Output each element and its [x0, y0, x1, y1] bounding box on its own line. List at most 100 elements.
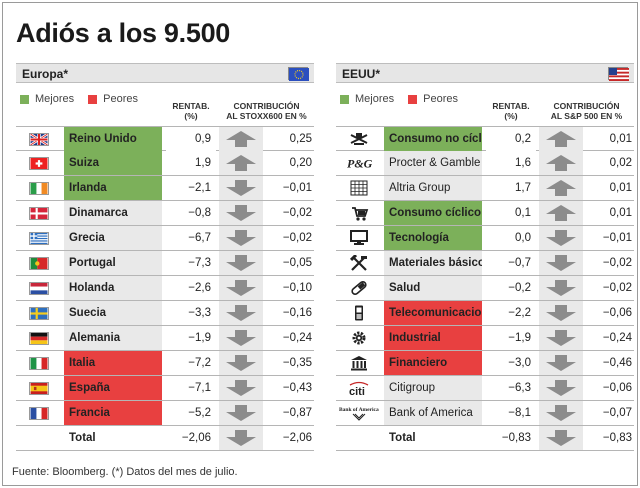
arrow-down-icon: [219, 251, 263, 275]
greece-flag-icon: [16, 226, 62, 250]
arrow-down-icon: [539, 426, 583, 450]
table-row: Irlanda −2,1 −0,01: [16, 176, 314, 201]
table-row: Bank of America Bank of America −8,1 −0,07: [336, 401, 634, 426]
column-header-line: CONTRIBUCIÓN: [233, 101, 300, 111]
panel-header: EEUU*: [336, 63, 634, 83]
mobile-phone-icon: [336, 301, 382, 325]
table-row: P&G Procter & Gamble 1,6 0,02: [336, 151, 634, 176]
row-name: Portugal: [64, 251, 162, 275]
contribution-value: −0,87: [282, 407, 312, 419]
table-row: Telecomunicaciones−2,2 −0,06: [336, 301, 634, 326]
arrow-up-icon: [539, 127, 583, 151]
table-row: Suiza 1,9 0,20: [16, 151, 314, 176]
arrow-down-icon: [539, 251, 583, 275]
table-row: Materiales básicos −0,7 −0,02: [336, 251, 634, 276]
portugal-flag-icon: [16, 251, 62, 275]
rentab-value: −2,2: [486, 301, 536, 325]
row-name: Altria Group: [384, 176, 482, 200]
column-header-contribution: CONTRIBUCIÓN AL S&P 500 EN %: [539, 101, 634, 121]
column-header-line: (%): [184, 111, 198, 121]
arrow-down-icon: [219, 376, 263, 400]
rentab-value: −8,1: [486, 401, 536, 425]
arrow-down-icon: [539, 301, 583, 325]
rentab-value: −7,3: [166, 251, 216, 275]
arrow-down-icon: [219, 351, 263, 375]
gear-icon: [336, 326, 382, 350]
altria-logo-icon: [336, 176, 382, 200]
total-row: Total −2,06 −2,06: [16, 426, 314, 451]
table-row: Grecia −6,7 −0,02: [16, 226, 314, 251]
arrow-up-icon: [219, 127, 263, 151]
tools-icon: [336, 251, 382, 275]
contribution-value: −0,02: [602, 282, 632, 294]
arrow-down-icon: [219, 326, 263, 350]
rentab-value: −0,2: [486, 276, 536, 300]
rentab-value: 0,9: [166, 127, 216, 151]
row-name: Reino Unido: [64, 127, 162, 151]
svg-text:citi: citi: [349, 386, 365, 396]
spain-flag-icon: [16, 376, 62, 400]
rentab-value: −6,3: [486, 376, 536, 400]
rentab-value: −1,9: [486, 326, 536, 350]
contribution-value: −0,06: [602, 307, 632, 319]
row-name: Financiero: [384, 351, 482, 375]
denmark-flag-icon: [16, 201, 62, 225]
arrow-down-icon: [539, 401, 583, 425]
total-row: Total −0,83 −0,83: [336, 426, 634, 451]
germany-flag-icon: [16, 326, 62, 350]
contribution-value: 0,01: [609, 133, 632, 145]
arrow-down-icon: [219, 401, 263, 425]
legend: Mejores Peores: [340, 93, 458, 105]
contribution-value: −0,24: [602, 332, 632, 344]
column-header-rentab: RENTAB. (%): [484, 101, 538, 121]
legend-label-good: Mejores: [355, 93, 395, 105]
panel-name: Europa*: [22, 67, 69, 81]
arrow-up-icon: [539, 201, 583, 225]
us-flag-icon: [608, 67, 629, 81]
table-row: Altria Group 1,7 0,01: [336, 176, 634, 201]
rentab-value: −0,83: [486, 426, 536, 450]
contribution-value: −0,06: [602, 382, 632, 394]
column-header-line: AL STOXX600 EN %: [226, 111, 307, 121]
row-name: Materiales básicos: [384, 251, 482, 275]
table-row: Suecia −3,3 −0,16: [16, 301, 314, 326]
legend-label-bad: Peores: [103, 93, 138, 105]
legend-swatch-bad: [408, 94, 418, 104]
contribution-value: −0,02: [282, 207, 312, 219]
svg-text:Bank of America: Bank of America: [339, 407, 379, 413]
svg-text:P&G: P&G: [347, 157, 372, 171]
italy-flag-icon: [16, 351, 62, 375]
row-name: Dinamarca: [64, 201, 162, 225]
legend-label-good: Mejores: [35, 93, 75, 105]
table-row: Alemania −1,9 −0,24: [16, 326, 314, 351]
arrow-down-icon: [219, 226, 263, 250]
switzerland-flag-icon: [16, 151, 62, 175]
arrow-up-icon: [219, 151, 263, 175]
contribution-value: −0,35: [282, 357, 312, 369]
contribution-value: −0,46: [602, 357, 632, 369]
contribution-value: 0,01: [609, 182, 632, 194]
arrow-down-icon: [219, 176, 263, 200]
row-name: España: [64, 376, 162, 400]
contribution-value: 0,20: [289, 157, 312, 169]
table-row: Consumo cíclico 0,1 0,01: [336, 201, 634, 226]
europe-panel: Europa* Mejores Peores RENTAB. (%) CONTRIBUCI…: [16, 63, 314, 451]
pill-icon: [336, 276, 382, 300]
bank-building-icon: [336, 351, 382, 375]
contribution-value: 0,01: [609, 207, 632, 219]
uk-flag-icon: [16, 127, 62, 151]
table-row: España −7,1 −0,43: [16, 376, 314, 401]
arrow-down-icon: [539, 376, 583, 400]
rentab-value: −3,3: [166, 301, 216, 325]
column-header-line: RENTAB.: [492, 101, 530, 111]
rentab-value: −1,9: [166, 326, 216, 350]
contribution-value: 0,25: [289, 133, 312, 145]
contribution-value: −0,02: [602, 257, 632, 269]
legend-label-bad: Peores: [423, 93, 458, 105]
rentab-value: −0,7: [486, 251, 536, 275]
arrow-down-icon: [219, 301, 263, 325]
contribution-value: 0,02: [609, 157, 632, 169]
row-name: Industrial: [384, 326, 482, 350]
rentab-value: −7,2: [166, 351, 216, 375]
row-name: Citigroup: [384, 376, 482, 400]
